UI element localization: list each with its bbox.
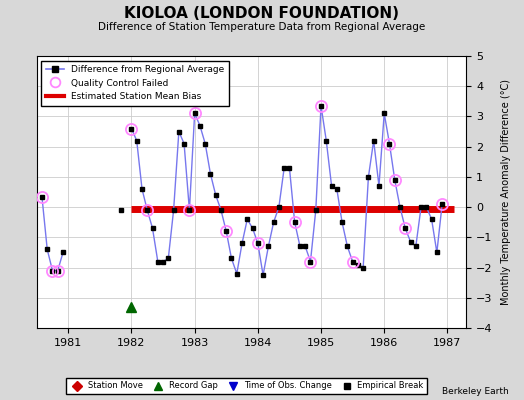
Text: Berkeley Earth: Berkeley Earth xyxy=(442,387,508,396)
Text: Difference of Station Temperature Data from Regional Average: Difference of Station Temperature Data f… xyxy=(99,22,425,32)
Text: KIOLOA (LONDON FOUNDATION): KIOLOA (LONDON FOUNDATION) xyxy=(125,6,399,21)
Legend: Difference from Regional Average, Quality Control Failed, Estimated Station Mean: Difference from Regional Average, Qualit… xyxy=(41,60,229,106)
Legend: Station Move, Record Gap, Time of Obs. Change, Empirical Break: Station Move, Record Gap, Time of Obs. C… xyxy=(66,378,427,394)
Y-axis label: Monthly Temperature Anomaly Difference (°C): Monthly Temperature Anomaly Difference (… xyxy=(501,79,511,305)
